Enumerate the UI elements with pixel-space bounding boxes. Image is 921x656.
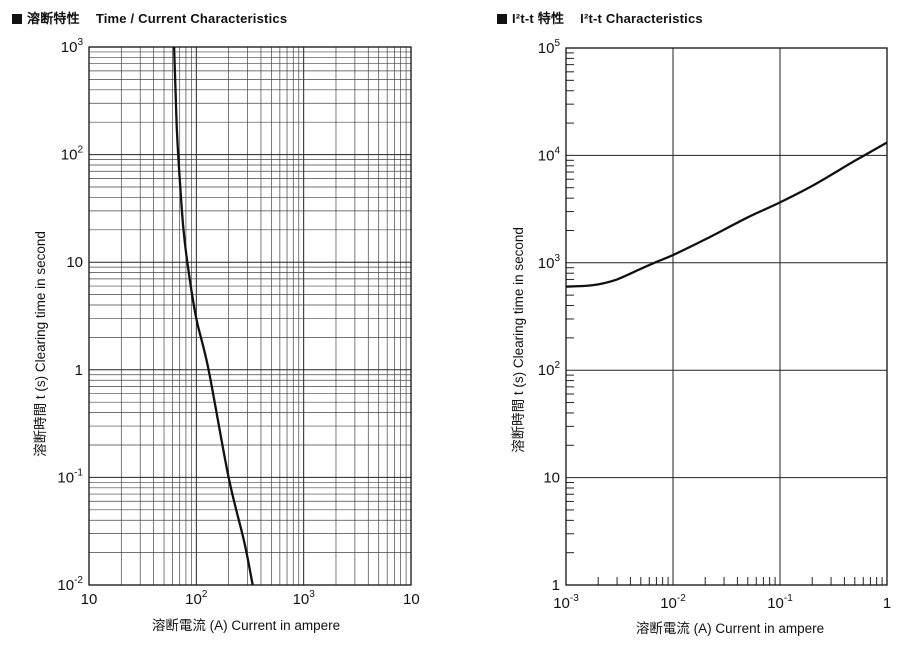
tick-base: 1 [883,595,891,612]
y-tick-label: 103 [61,37,84,56]
left-panel-title: 溶断特性 Time / Current Characteristics [12,8,287,27]
tick-base: 10 [57,577,74,594]
left-title-en: Time / Current Characteristics [95,11,288,26]
tick-base: 10 [538,362,555,379]
tick-base: 10 [185,591,202,608]
tick-exponent: 2 [202,589,208,600]
tick-exponent: 4 [554,145,560,156]
tick-exponent: 2 [77,145,83,156]
tick-exponent: 2 [554,360,560,371]
tick-base: 10 [767,595,784,612]
x-tick-label: 10-2 [660,593,686,612]
tick-exponent: 3 [309,589,315,600]
y-tick-label: 1 [75,362,83,379]
x-tick-label: 103 [293,589,316,608]
y-tick-label: 103 [538,253,561,272]
title-square-icon [12,14,22,24]
x-tick-label: 10 [81,591,98,608]
y-tick-label: 102 [538,360,561,379]
tick-base: 1 [75,362,83,379]
tick-exponent: 3 [554,253,560,264]
x-tick-label: 1 [883,595,891,612]
tick-base: 10 [538,255,555,272]
left-title-jp: 溶断特性 [27,11,80,26]
right-curve-group [565,141,888,288]
tick-base: 1 [552,577,560,594]
left-grid [88,46,412,586]
right-grid [565,47,888,586]
tick-base: 10 [66,254,83,271]
tick-base: 10 [660,595,677,612]
y-tick-label: 102 [61,145,84,164]
left-x-axis-label: 溶断電流 (A) Current in ampere [152,618,340,633]
plot-frame [565,47,888,586]
right-title-jp: I²t-t 特性 [512,11,565,26]
tick-exponent: -1 [784,593,793,604]
tick-exponent: 5 [554,38,560,49]
y-tick-label: 10 [66,254,83,271]
tick-base: 10 [293,591,310,608]
tick-base: 10 [61,147,78,164]
tick-base: 10 [81,591,98,608]
series-line-0 [172,46,254,586]
tick-exponent: 3 [77,37,83,48]
y-tick-label: 10-1 [57,467,83,486]
tick-exponent: -2 [677,593,686,604]
tick-exponent: -1 [74,467,83,478]
tick-base: 10 [538,147,555,164]
left-curve-group [172,46,254,586]
tick-base: 10 [57,469,74,486]
y-tick-label: 10 [543,470,560,487]
x-tick-label: 10-1 [767,593,793,612]
title-square-icon [497,14,507,24]
right-title-en: I²t-t Characteristics [580,11,703,26]
y-tick-label: 1 [552,577,560,594]
right-y-axis-label: 溶断時間 t (s) Clearing time in second [511,227,526,453]
y-tick-label: 10-2 [57,575,83,594]
tick-base: 10 [553,595,570,612]
tick-base: 10 [543,470,560,487]
x-tick-label: 10 [403,591,420,608]
series-line-0 [565,141,888,288]
tick-base: 10 [538,40,555,57]
x-tick-label: 102 [185,589,208,608]
tick-base: 10 [61,39,78,56]
right-panel-title: I²t-t 特性 I²t-t Characteristics [497,8,703,27]
x-tick-label: 10-3 [553,593,579,612]
right-x-axis-label: 溶断電流 (A) Current in ampere [636,621,824,636]
y-tick-label: 104 [538,145,561,164]
left-y-axis-label: 溶断時間 t (s) Clearing time in second [33,231,48,457]
plot-frame [88,46,412,586]
tick-exponent: -3 [570,593,579,604]
tick-exponent: -2 [74,575,83,586]
tick-base: 10 [403,591,420,608]
y-tick-label: 105 [538,38,561,57]
